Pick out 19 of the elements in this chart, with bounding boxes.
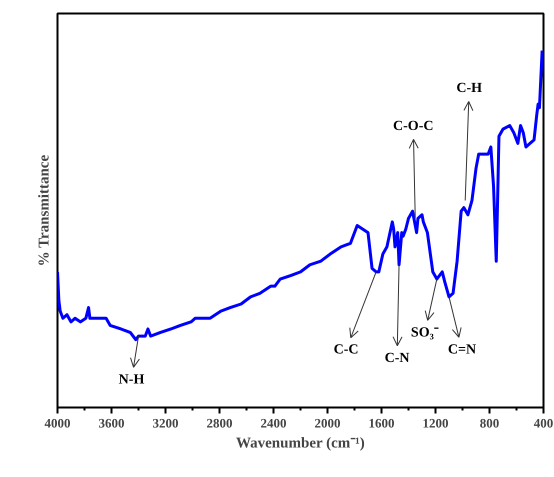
x-tick-label: 800 (480, 416, 500, 430)
x-axis-title: Wavenumber (cm⁻¹) (236, 436, 365, 452)
x-tick-label: 2400 (260, 416, 286, 430)
x-tick-label: 4000 (44, 416, 70, 430)
annotation: C-H (456, 81, 482, 96)
x-tick-label: 1600 (368, 416, 394, 430)
annotation: SO₃⁻ (410, 326, 439, 341)
x-tick-label: 400 (534, 416, 554, 430)
annotation: C-C (334, 342, 359, 358)
annotation: C-N (384, 351, 410, 366)
annotation: C-O-C (393, 118, 434, 134)
x-tick-label: 1200 (422, 416, 448, 430)
x-tick-label: 2000 (314, 416, 340, 430)
annotation: N-H (118, 372, 144, 388)
annotation: C=N (448, 342, 476, 358)
x-tick-label: 3600 (98, 416, 124, 430)
x-tick-label: 3200 (152, 416, 178, 430)
x-tick-label: 2800 (206, 416, 232, 430)
y-axis-title: % Transmittance (36, 154, 52, 266)
